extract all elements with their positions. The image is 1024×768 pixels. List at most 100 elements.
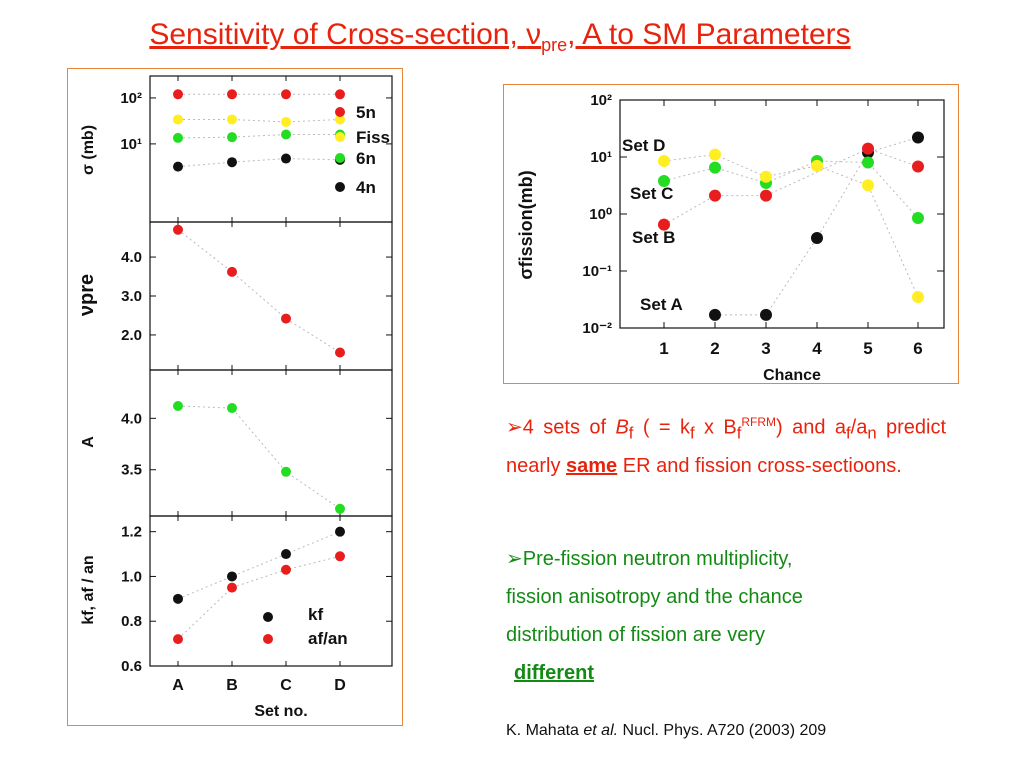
y-tick-label: 10¹ <box>120 136 142 153</box>
legend-marker <box>263 612 273 622</box>
y-axis-label: A <box>80 436 97 448</box>
data-point <box>281 466 291 477</box>
series-line <box>177 531 341 600</box>
title-nu-sub: pre <box>541 35 568 55</box>
y-tick-label: 0.6 <box>121 658 142 675</box>
y-axis-label: νpre <box>76 274 98 316</box>
legend-label: 4n <box>356 178 376 197</box>
reference: K. Mahata et al. Nucl. Phys. A720 (2003)… <box>506 722 826 740</box>
data-point <box>227 89 237 100</box>
data-point <box>335 551 345 562</box>
y-tick-label: 4.0 <box>121 410 142 427</box>
series-line <box>177 158 341 168</box>
data-point <box>335 89 345 100</box>
panel-frame <box>149 369 393 517</box>
panel-frame <box>149 221 393 371</box>
series-line <box>177 229 341 353</box>
data-point <box>335 347 345 358</box>
data-point <box>912 212 924 225</box>
legend-marker <box>263 634 273 644</box>
y-axis-label: kf, af / an <box>80 555 97 624</box>
left-figure-frame <box>67 68 403 726</box>
data-point <box>227 403 237 414</box>
bullet-line: Pre-fission neutron multiplicity, <box>522 548 793 570</box>
data-point <box>173 114 183 125</box>
legend-marker <box>335 107 345 117</box>
bullet-arrow-icon: ➢ <box>506 416 523 439</box>
y-tick-label: 4.0 <box>121 249 142 266</box>
legend-label: af/an <box>308 629 348 648</box>
data-point <box>760 308 772 321</box>
data-point <box>227 582 237 593</box>
series-line <box>177 405 341 510</box>
title-suffix: , A to SM Parameters <box>567 18 851 51</box>
bullet-sup: RFRM <box>741 415 777 429</box>
legend-label: kf <box>308 605 323 624</box>
y-tick-label: 0.8 <box>121 613 142 630</box>
data-point <box>709 308 721 321</box>
bullet-sets: ➢4 sets of Bf ( = kf x BfRFRM) and af/an… <box>506 406 946 482</box>
set-annotation: Set C <box>630 184 673 203</box>
data-point <box>760 170 772 183</box>
y-tick-label: 10² <box>120 90 142 107</box>
data-point <box>811 159 823 172</box>
title-prefix: Sensitivity of Cross-section, <box>149 18 527 51</box>
bullet-different: ➢Pre-fission neutron multiplicity, fissi… <box>506 540 946 692</box>
data-point <box>760 189 772 202</box>
series-line <box>177 134 340 139</box>
bullet-sub: f <box>628 423 634 443</box>
panel-frame <box>149 515 393 667</box>
data-point <box>658 174 670 187</box>
ref-etal: et al. <box>583 722 619 739</box>
y-tick-label: 1.2 <box>121 524 142 541</box>
bullet-text: /a <box>850 416 868 439</box>
x-tick-label: C <box>280 677 292 694</box>
data-point <box>709 148 721 161</box>
bullet-sub: f <box>846 423 851 443</box>
data-point <box>811 231 823 244</box>
emphasis-different: different <box>514 662 594 684</box>
y-tick-label: 10¹ <box>590 149 612 166</box>
y-tick-label: 10² <box>590 92 612 109</box>
data-point <box>335 503 345 514</box>
x-axis-label: Chance <box>763 367 821 384</box>
x-tick-label: 6 <box>913 339 922 358</box>
data-point <box>658 155 670 168</box>
data-point <box>335 114 345 125</box>
data-point <box>281 89 291 100</box>
right-figure-frame <box>503 84 959 384</box>
data-point <box>912 131 924 144</box>
x-tick-label: D <box>334 677 346 694</box>
ref-journal: Nucl. Phys. A720 (2003) 209 <box>618 722 827 739</box>
data-point <box>173 89 183 100</box>
x-tick-label: A <box>172 677 184 694</box>
ref-authors: K. Mahata <box>506 722 584 739</box>
data-point <box>227 157 237 168</box>
y-tick-label: 10⁻¹ <box>582 263 612 280</box>
series-line <box>715 137 919 316</box>
bullet-line: distribution of fission are very <box>506 624 766 646</box>
legend-label: Fiss <box>356 128 390 147</box>
legend-label: 6n <box>356 149 376 168</box>
emphasis-same: same <box>566 454 618 477</box>
x-tick-label: 2 <box>710 339 719 358</box>
set-annotation: Set D <box>622 136 665 155</box>
data-point <box>173 224 183 235</box>
data-point <box>281 116 291 127</box>
legend-marker <box>335 132 345 142</box>
data-point <box>281 153 291 164</box>
data-point <box>658 218 670 231</box>
data-point <box>862 179 874 192</box>
data-point <box>281 564 291 575</box>
x-tick-label: 1 <box>659 339 668 358</box>
x-tick-label: B <box>226 677 238 694</box>
data-point <box>227 571 237 582</box>
data-point <box>173 132 183 143</box>
title-nu: ν <box>526 18 542 51</box>
page-title: Sensitivity of Cross-section, νpre, A to… <box>0 18 1000 56</box>
bullet-line: fission anisotropy and the chance <box>506 586 803 608</box>
bullet-text: 4 sets of <box>522 416 616 439</box>
y-tick-label: 3.0 <box>121 288 142 305</box>
bullet-text: ER and fission cross-sectioons. <box>617 454 902 477</box>
data-point <box>227 132 237 143</box>
